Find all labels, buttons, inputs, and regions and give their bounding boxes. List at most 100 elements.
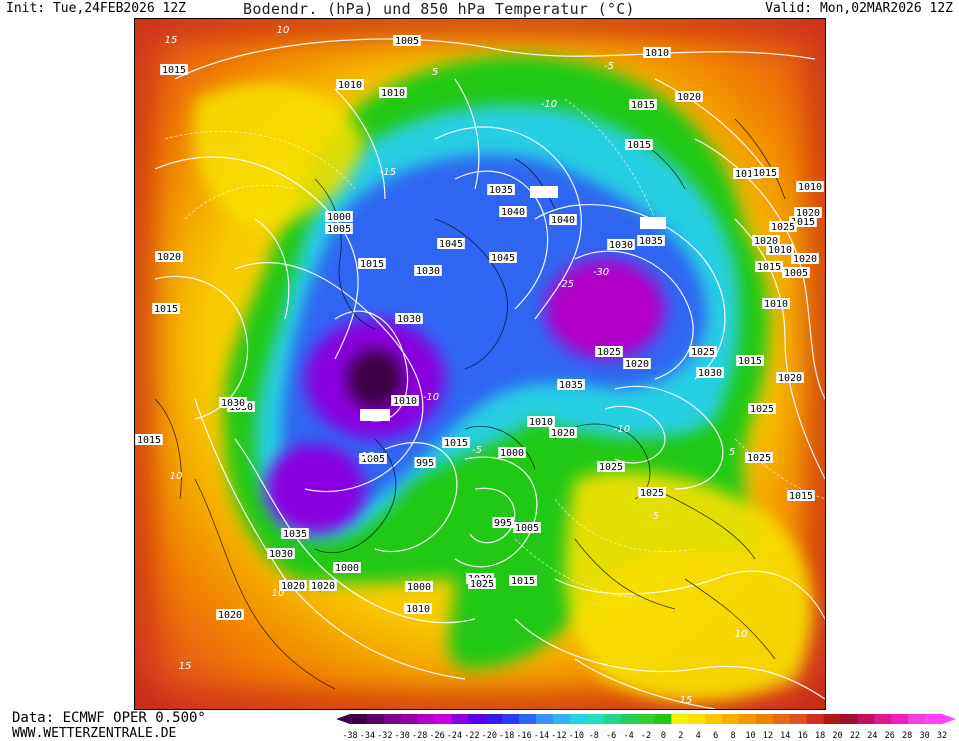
colorbar-tick-label: -16 — [516, 731, 531, 741]
colorbar-tick-label: 4 — [696, 731, 701, 741]
isobar-label-box — [487, 184, 515, 195]
colorbar-swatch — [688, 714, 706, 724]
temperature-zone-violet-east — [545, 259, 665, 359]
colorbar-swatch — [772, 714, 791, 724]
isobar-label: 1015 — [627, 140, 651, 151]
isotherm-label: 10 — [272, 588, 285, 599]
colorbar-tick-label: -2 — [641, 731, 651, 741]
isobar-label: 1025 — [597, 347, 621, 358]
isobar-label-box — [437, 238, 465, 249]
colorbar-swatch — [569, 714, 588, 724]
isobar-label-box — [637, 235, 665, 246]
isobar-label-box — [752, 235, 780, 246]
isotherm-label: -5 — [604, 61, 614, 72]
isobar-label-box — [643, 47, 671, 58]
footer: Data: ECMWF OPER 0.500° WWW.WETTERZENTRA… — [12, 711, 206, 741]
isobar-label: 1015 — [154, 304, 178, 315]
isobar-label: 1020 — [218, 610, 242, 621]
isobar-label-box — [762, 298, 790, 309]
isobar-label-box — [414, 457, 436, 468]
isobar-label: 1035 — [559, 380, 583, 391]
isobar-label-box — [755, 261, 783, 272]
colorbar-swatch — [806, 714, 825, 724]
isobar-label: 1010 — [381, 88, 405, 99]
isobar-label-box — [333, 562, 361, 573]
isobar-label: 1010 — [645, 48, 669, 59]
colorbar-swatch — [552, 714, 571, 724]
colorbar-tick-label: 18 — [815, 731, 825, 741]
isobar-label-box — [405, 581, 433, 592]
colorbar-tick-label: -24 — [447, 731, 462, 741]
valid-time: Valid: Mon,02MAR2026 12Z — [765, 1, 953, 16]
colorbar-swatch — [908, 714, 926, 724]
header-bar: Init: Tue,24FEB2026 12Z Bodendr. (hPa) u… — [0, 0, 959, 18]
colorbar-swatch — [468, 714, 486, 724]
colorbar-swatch — [350, 714, 368, 724]
isobar-label-box — [769, 221, 797, 232]
isobar-label: 1005 — [327, 224, 351, 235]
isobar-label: 1025 — [750, 404, 774, 415]
colorbar-tick-label: -10 — [569, 731, 584, 741]
colorbar-tick-label: 10 — [745, 731, 755, 741]
isotherm-label: -15 — [380, 167, 396, 178]
isobar-label: 1015 — [444, 438, 468, 449]
colorbar-tick-label: 28 — [902, 731, 912, 741]
isobar-label-box — [336, 79, 364, 90]
isobar-label-box — [468, 578, 496, 589]
colorbar-tick-label: -28 — [412, 731, 427, 741]
isobar-label: 1020 — [281, 581, 305, 592]
colorbar-tick-label: 24 — [867, 731, 877, 741]
colorbar-swatch — [823, 714, 842, 724]
isobar-label: 1015 — [791, 217, 815, 228]
isotherm-label: 10 — [170, 471, 183, 482]
colorbar-tick-label: -34 — [360, 731, 375, 741]
isotherm-label: -25 — [558, 279, 574, 290]
isobar-label-box — [776, 372, 804, 383]
isobar-label: 1020 — [625, 359, 649, 370]
isobar-label: 1020 — [796, 208, 820, 219]
colorbar-swatch — [857, 714, 875, 724]
isobar-label-box — [499, 206, 527, 217]
isobar-label: 1015 — [631, 100, 655, 111]
isobar-label: 1030 — [269, 549, 293, 560]
isobar-label: 1020 — [778, 373, 802, 384]
colorbar-tick-label: 32 — [937, 731, 947, 741]
isobar-label: 1020 — [754, 236, 778, 247]
colorbar-max-arrow — [942, 714, 956, 724]
website-link[interactable]: WWW.WETTERZENTRALE.DE — [12, 726, 177, 741]
isobar-label-box — [513, 522, 541, 533]
isobar-label: 1025 — [747, 453, 771, 464]
isobar-label: 1015 — [137, 435, 161, 446]
isobar-label-box — [442, 437, 470, 448]
colorbar-tick-label: -8 — [589, 731, 599, 741]
isobar-label: 1010 — [406, 604, 430, 615]
isobar-label: 1035 — [489, 185, 513, 196]
isobar-label: 1025 — [599, 462, 623, 473]
isobar-label: 1030 — [397, 314, 421, 325]
isobar-label-box — [675, 91, 703, 102]
isobar-lines — [154, 38, 825, 709]
isotherm-label: -10 — [541, 99, 557, 110]
colorbar-tick-label: -14 — [534, 731, 549, 741]
isobar-label-box — [135, 434, 163, 445]
colorbar-swatch — [417, 714, 436, 724]
isobar-label: 1010 — [798, 182, 822, 193]
isobar-label: 1030 — [609, 240, 633, 251]
isobar-label: 995 — [416, 458, 434, 469]
isobar-label-box — [689, 346, 717, 357]
colorbar-swatch — [874, 714, 892, 724]
isobar-label: 1020 — [677, 92, 701, 103]
isobar-label-box — [625, 139, 653, 150]
isobar-label-box — [152, 303, 180, 314]
isotherm-label: -10 — [423, 392, 439, 403]
isobar-label-box — [216, 609, 244, 620]
isobar-label: 1020 — [311, 581, 335, 592]
isobar-label: 1040 — [501, 207, 525, 218]
isotherm-label: -10 — [614, 424, 630, 435]
colorbar-tick-label: 30 — [919, 731, 929, 741]
colorbar-swatch — [451, 714, 469, 724]
isotherm-label: 5 — [432, 67, 438, 78]
colorbar-swatch — [840, 714, 858, 724]
isobar-label-box — [766, 244, 794, 255]
temperature-zone-yellow-pacific — [193, 82, 365, 229]
